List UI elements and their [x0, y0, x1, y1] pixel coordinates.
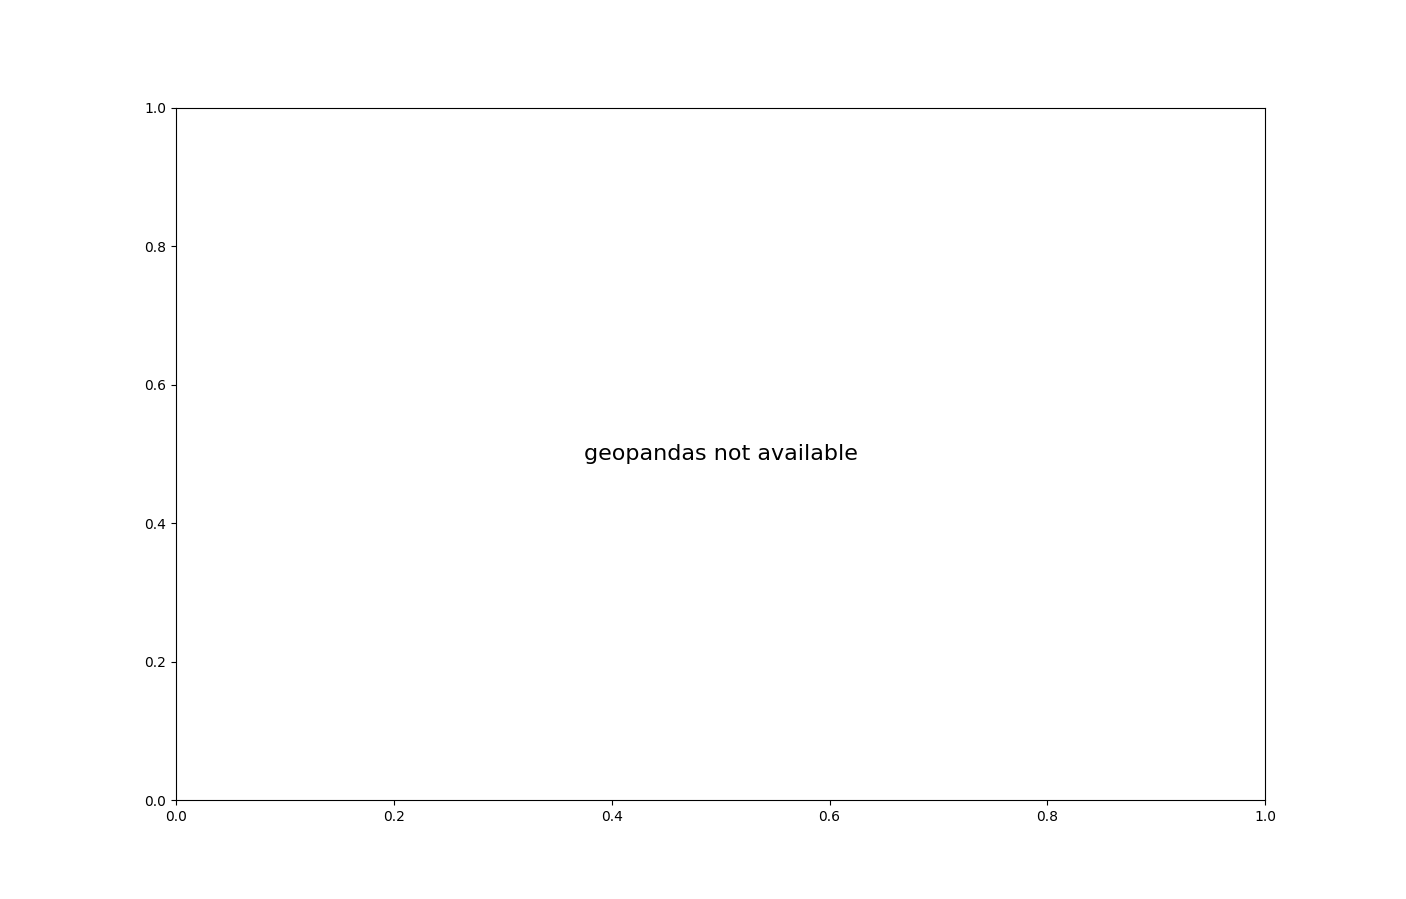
Text: geopandas not available: geopandas not available: [583, 444, 858, 464]
